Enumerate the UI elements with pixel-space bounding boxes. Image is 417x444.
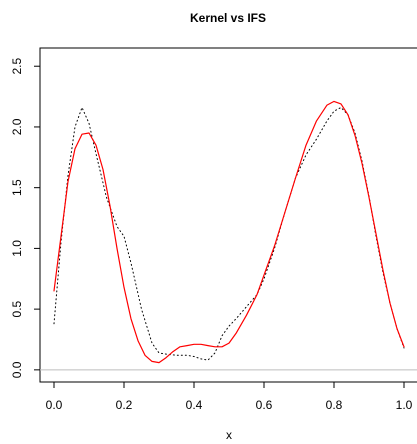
chart-title: Kernel vs IFS (190, 11, 266, 25)
y-tick-label: 0.5 (10, 300, 24, 317)
series-layer (53, 100, 405, 364)
plot-frame (39, 47, 417, 383)
y-axis: 0.0 0.5 1.0 1.5 2.0 2.5 (10, 58, 40, 378)
y-tick-label: 2.0 (10, 118, 24, 135)
x-tick-label: 1.0 (396, 398, 413, 412)
y-tick-label: 2.5 (10, 58, 24, 75)
y-tick-label: 1.5 (10, 179, 24, 196)
x-tick-label: 0.2 (116, 398, 133, 412)
x-axis: 0.0 0.2 0.4 0.6 0.8 1.0 (46, 382, 413, 412)
x-tick-label: 0.0 (46, 398, 63, 412)
x-tick-label: 0.8 (326, 398, 343, 412)
kernel-series-line (53, 100, 405, 364)
x-tick-label: 0.4 (186, 398, 203, 412)
y-tick-label: 1.0 (10, 240, 24, 257)
x-tick-label: 0.6 (256, 398, 273, 412)
y-tick-label: 0.0 (10, 361, 24, 378)
x-axis-label: x (226, 428, 232, 442)
ifs-series-line (53, 107, 405, 361)
